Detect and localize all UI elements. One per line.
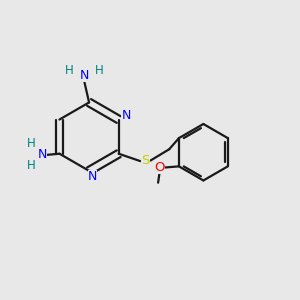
Text: H: H [65,64,74,77]
Text: S: S [141,154,150,167]
Text: N: N [79,69,89,82]
Text: H: H [27,158,36,172]
Text: O: O [154,161,165,174]
Text: N: N [88,170,97,183]
Text: N: N [122,110,131,122]
Text: H: H [27,137,36,150]
Text: H: H [94,64,103,77]
Text: N: N [38,148,47,161]
